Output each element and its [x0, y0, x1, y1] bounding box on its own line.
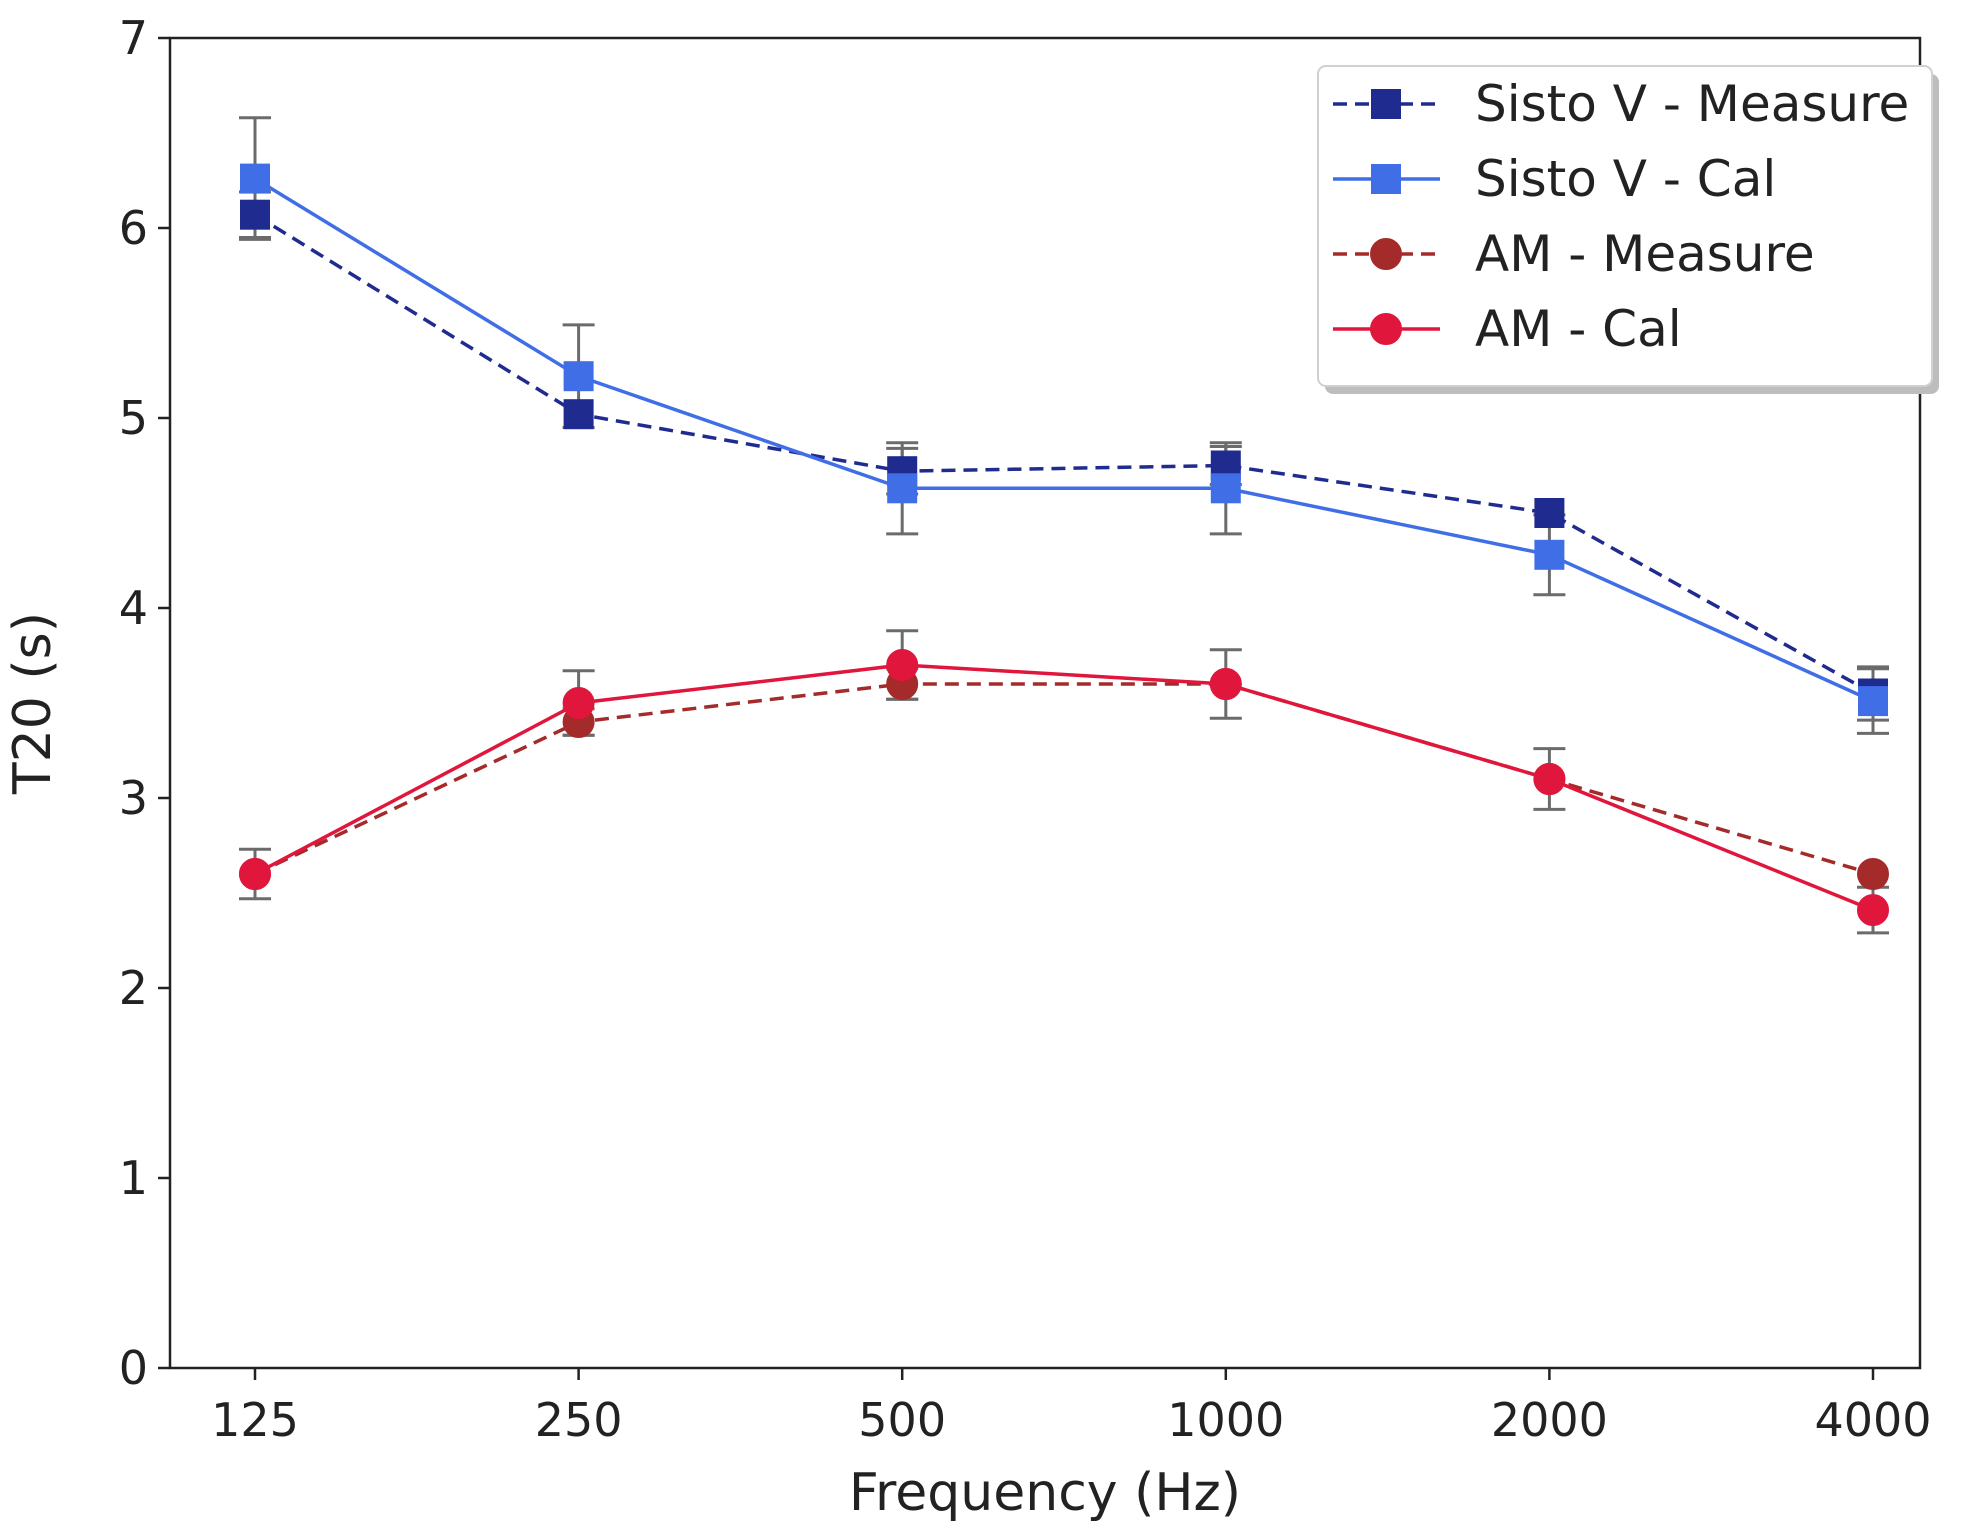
x-tick-label: 125: [211, 1393, 299, 1447]
x-axis-label: Frequency (Hz): [849, 1463, 1241, 1523]
data-point: [1857, 894, 1889, 927]
data-point: [1534, 498, 1565, 528]
y-tick-label: 3: [119, 771, 148, 825]
series-1: [240, 163, 1888, 717]
y-tick-label: 5: [119, 391, 148, 445]
x-axis: 125 250 500 1000 2000 4000: [211, 1368, 1932, 1447]
legend-entry: AM - Cal: [1333, 300, 1682, 358]
series-layer: [239, 163, 1889, 927]
legend: Sisto V - Measure Sisto V - Cal AM - Measu…: [1317, 65, 1939, 394]
data-point: [562, 687, 595, 719]
data-point: [239, 858, 271, 890]
x-tick-label: 1000: [1167, 1393, 1284, 1447]
data-point: [240, 163, 270, 194]
x-tick-label: 250: [535, 1393, 623, 1447]
legend-box: [1317, 65, 1933, 387]
legend-label: Sisto V - Measure: [1475, 75, 1909, 133]
legend-entry: Sisto V - Measure: [1333, 75, 1909, 133]
y-tick-label: 6: [119, 201, 148, 255]
data-point: [1210, 473, 1241, 504]
legend-marker: [1370, 313, 1402, 345]
data-point: [1209, 668, 1242, 700]
y-tick-label: 4: [119, 581, 148, 635]
data-point: [563, 399, 594, 430]
y-tick-label: 2: [119, 961, 148, 1015]
series-line: [254, 177, 1874, 703]
data-point: [1534, 539, 1565, 570]
data-point: [887, 473, 918, 504]
y-tick-label: 1: [119, 1151, 148, 1205]
series-line: [254, 213, 1874, 696]
y-tick-label: 0: [119, 1341, 148, 1395]
data-point: [1858, 686, 1888, 717]
series-line: [254, 682, 1874, 876]
series-0: [240, 199, 1888, 709]
legend-marker: [1371, 164, 1401, 194]
legend-entry: Sisto V - Cal: [1333, 150, 1776, 208]
data-point: [1857, 858, 1889, 890]
x-tick-label: 500: [858, 1393, 946, 1447]
data-point: [240, 199, 270, 230]
legend-label: Sisto V - Cal: [1475, 150, 1776, 208]
y-tick-label: 7: [119, 11, 148, 65]
series-line: [254, 663, 1874, 912]
y-axis: 0 1 2 3 4 5 6 7: [119, 11, 170, 1395]
data-point: [563, 361, 594, 392]
x-tick-label: 2000: [1491, 1393, 1608, 1447]
legend-label: AM - Measure: [1475, 225, 1815, 283]
legend-marker: [1370, 238, 1402, 270]
series-3: [239, 649, 1889, 927]
data-point: [886, 649, 919, 681]
legend-marker: [1371, 89, 1401, 119]
legend-label: AM - Cal: [1475, 300, 1682, 358]
plot-frame: [168, 36, 1922, 1370]
legend-entry: AM - Measure: [1333, 225, 1815, 283]
x-tick-label: 4000: [1814, 1393, 1931, 1447]
data-point: [1533, 763, 1566, 795]
y-axis-label: T20 (s): [3, 612, 63, 795]
